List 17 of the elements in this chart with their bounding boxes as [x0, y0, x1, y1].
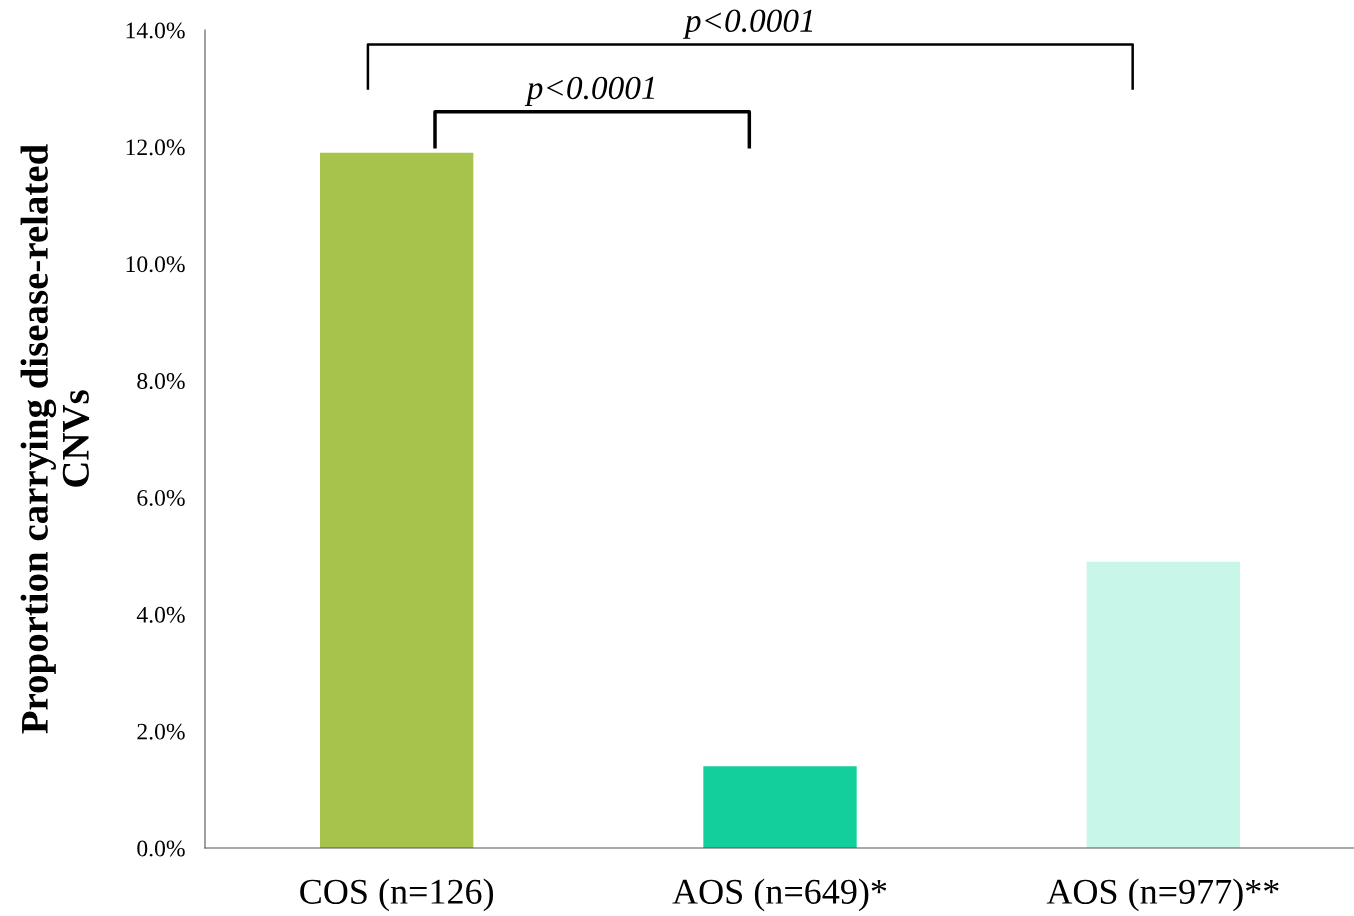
bar	[1086, 561, 1240, 848]
annotation: p<0.0001	[524, 76, 654, 106]
x-tick-label: AOS (n=977)**	[1046, 878, 1279, 912]
y-tick-label: 0.0%	[137, 840, 185, 857]
y-tick-label: 6.0%	[137, 489, 185, 506]
y-tick-label: 2.0%	[137, 723, 185, 740]
bar	[703, 766, 857, 848]
y-tick-label: 10.0%	[126, 256, 185, 273]
y-tick-label: 14.0%	[126, 22, 185, 39]
x-tick-label: AOS (n=649)*	[672, 878, 887, 912]
y-tick-label: 8.0%	[137, 373, 185, 390]
x-tick-label: COS (n=126)	[300, 878, 494, 912]
y-tick-label: 4.0%	[136, 606, 185, 623]
annotation: p<0.0001	[682, 9, 813, 39]
bar	[320, 152, 474, 848]
y-axis-title: Proportion carrying disease-related CNVs	[20, 144, 90, 734]
y-tick-label: 12.0%	[126, 139, 185, 156]
